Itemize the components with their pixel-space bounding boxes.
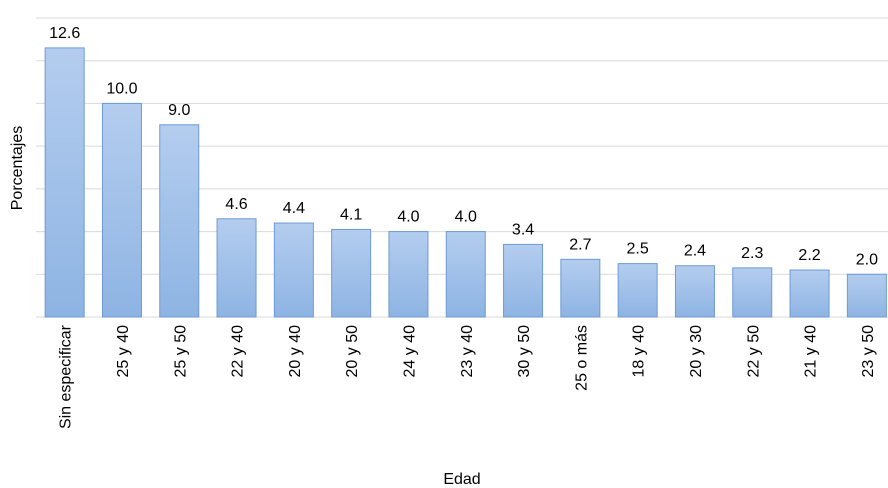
x-tick-label: 25 y 40 — [115, 325, 132, 378]
bar — [273, 222, 314, 318]
value-label: 2.5 — [627, 241, 649, 258]
bar — [331, 228, 372, 318]
bar — [388, 231, 429, 318]
x-tick-label: 24 y 40 — [401, 325, 418, 378]
x-tick-label: 18 y 40 — [631, 325, 648, 378]
bar — [445, 231, 486, 318]
value-label: 4.6 — [225, 196, 247, 213]
value-label: 4.0 — [455, 209, 477, 226]
x-tick-label: 23 y 40 — [459, 325, 476, 378]
x-tick-label: 20 y 50 — [344, 325, 361, 378]
x-tick-label: 22 y 50 — [745, 325, 762, 378]
x-tick-label: 30 y 50 — [516, 325, 533, 378]
value-label: 12.6 — [49, 25, 80, 42]
value-label: 2.4 — [684, 243, 706, 260]
value-label: 2.0 — [856, 251, 878, 268]
value-label: 4.0 — [397, 209, 419, 226]
x-tick-label: 25 o más — [573, 325, 590, 391]
x-tick-label: 25 y 50 — [172, 325, 189, 378]
bar — [674, 265, 715, 318]
x-tick-label: 23 y 50 — [860, 325, 877, 378]
value-label: 2.7 — [569, 236, 591, 253]
value-label: 2.3 — [741, 245, 763, 262]
value-label: 2.2 — [798, 247, 820, 264]
x-tick-label: 20 y 40 — [287, 325, 304, 378]
bar — [216, 218, 257, 318]
x-axis-title: Edad — [443, 471, 480, 488]
bar — [617, 263, 658, 318]
value-label: 9.0 — [168, 102, 190, 119]
value-label: 3.4 — [512, 221, 534, 238]
y-axis-title: Porcentajes — [9, 126, 26, 211]
bar — [560, 258, 601, 318]
bar — [44, 47, 85, 318]
bar — [789, 269, 830, 318]
x-tick-label: 20 y 30 — [688, 325, 705, 378]
bar — [732, 267, 773, 318]
x-tick-label: 21 y 40 — [803, 325, 820, 378]
value-label: 4.1 — [340, 206, 362, 223]
bar — [101, 102, 142, 318]
bar — [159, 124, 200, 318]
bar — [846, 273, 887, 318]
value-label: 10.0 — [106, 80, 137, 97]
x-tick-label: 22 y 40 — [230, 325, 247, 378]
x-tick-label: Sin especificar — [58, 324, 75, 429]
bar — [503, 243, 544, 318]
value-label: 4.4 — [283, 200, 305, 217]
